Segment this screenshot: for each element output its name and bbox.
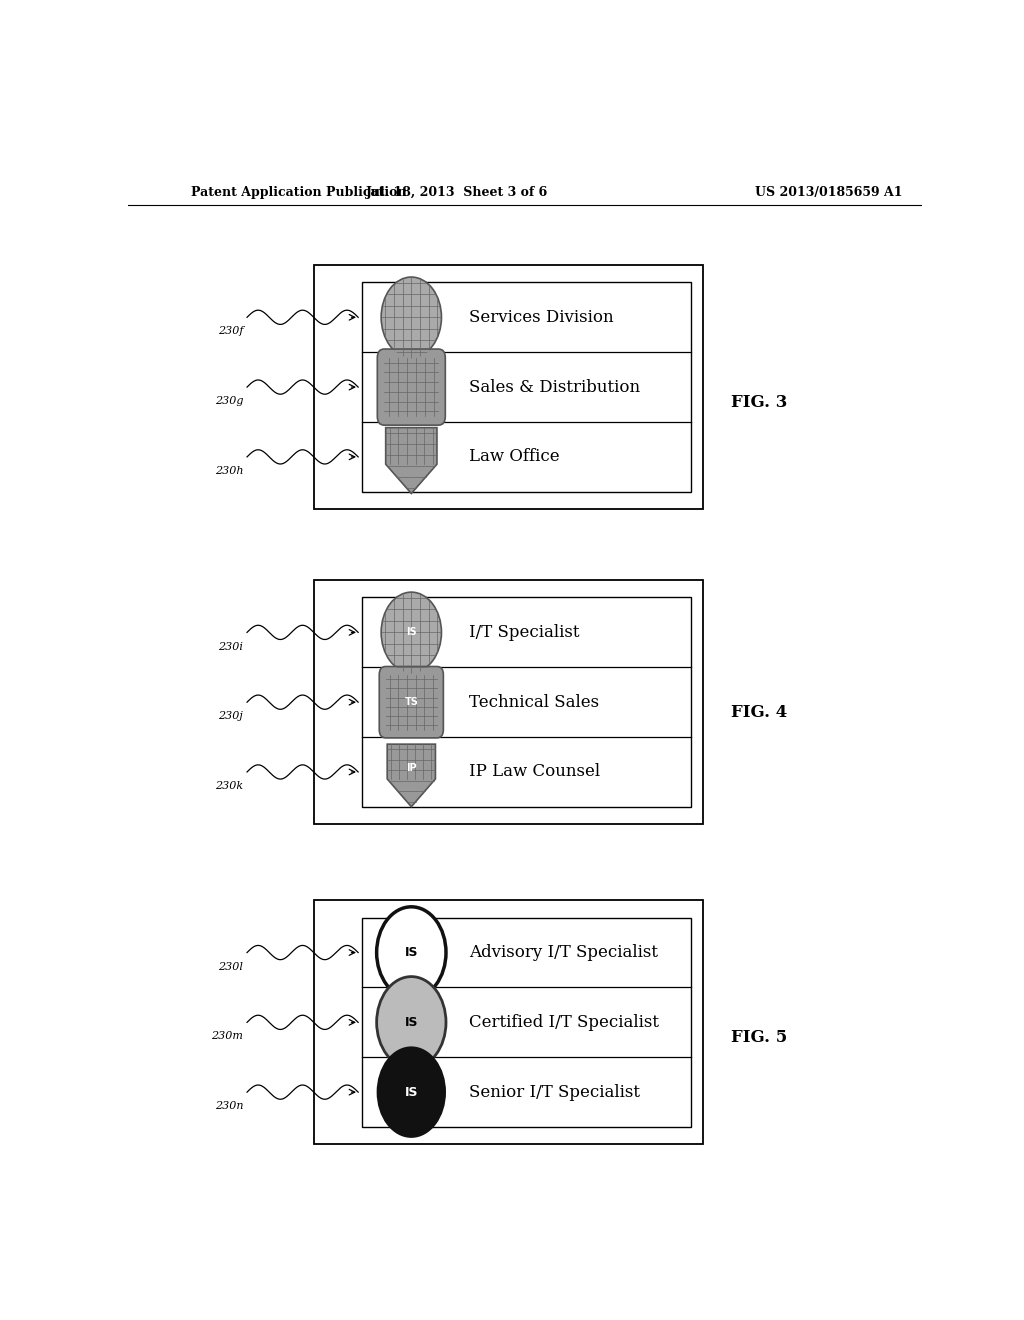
Text: FIG. 5: FIG. 5 — [731, 1030, 787, 1045]
Text: 230i: 230i — [218, 642, 243, 652]
Ellipse shape — [381, 593, 441, 673]
Bar — [362, 282, 691, 492]
Text: 230n: 230n — [215, 1101, 243, 1111]
Ellipse shape — [377, 977, 446, 1068]
Text: IS: IS — [406, 627, 417, 638]
Text: Services Division: Services Division — [469, 309, 613, 326]
FancyBboxPatch shape — [377, 348, 445, 425]
Text: TS: TS — [404, 697, 418, 708]
Text: Law Office: Law Office — [469, 449, 560, 466]
Ellipse shape — [377, 907, 446, 998]
Text: Jul. 18, 2013  Sheet 3 of 6: Jul. 18, 2013 Sheet 3 of 6 — [367, 186, 549, 199]
Text: FIG. 3: FIG. 3 — [731, 393, 787, 411]
Bar — [314, 900, 703, 1144]
Text: IS: IS — [404, 946, 418, 960]
Text: Advisory I/T Specialist: Advisory I/T Specialist — [469, 944, 658, 961]
Text: 230l: 230l — [218, 962, 243, 972]
Text: IS: IS — [404, 1085, 418, 1098]
Bar — [362, 598, 691, 807]
Polygon shape — [386, 428, 437, 494]
Bar — [314, 265, 703, 510]
Text: FIG. 4: FIG. 4 — [731, 704, 787, 721]
Text: 230j: 230j — [218, 711, 243, 721]
Text: IP Law Counsel: IP Law Counsel — [469, 763, 600, 780]
Text: 230k: 230k — [215, 781, 243, 791]
Ellipse shape — [377, 1047, 446, 1138]
Polygon shape — [387, 744, 435, 807]
Text: IS: IS — [404, 1016, 418, 1028]
Text: IP: IP — [406, 763, 417, 774]
Text: Sales & Distribution: Sales & Distribution — [469, 379, 640, 396]
Text: Certified I/T Specialist: Certified I/T Specialist — [469, 1014, 659, 1031]
Text: Patent Application Publication: Patent Application Publication — [191, 186, 407, 199]
FancyBboxPatch shape — [379, 667, 443, 738]
Text: Technical Sales: Technical Sales — [469, 694, 599, 710]
Text: 230f: 230f — [217, 326, 243, 337]
Text: 230m: 230m — [211, 1031, 243, 1041]
Text: US 2013/0185659 A1: US 2013/0185659 A1 — [755, 186, 902, 199]
Bar — [362, 917, 691, 1127]
Ellipse shape — [381, 277, 441, 358]
Text: 230h: 230h — [215, 466, 243, 477]
Text: I/T Specialist: I/T Specialist — [469, 624, 580, 642]
Text: Senior I/T Specialist: Senior I/T Specialist — [469, 1084, 640, 1101]
Bar — [314, 581, 703, 824]
Text: 230g: 230g — [215, 396, 243, 407]
